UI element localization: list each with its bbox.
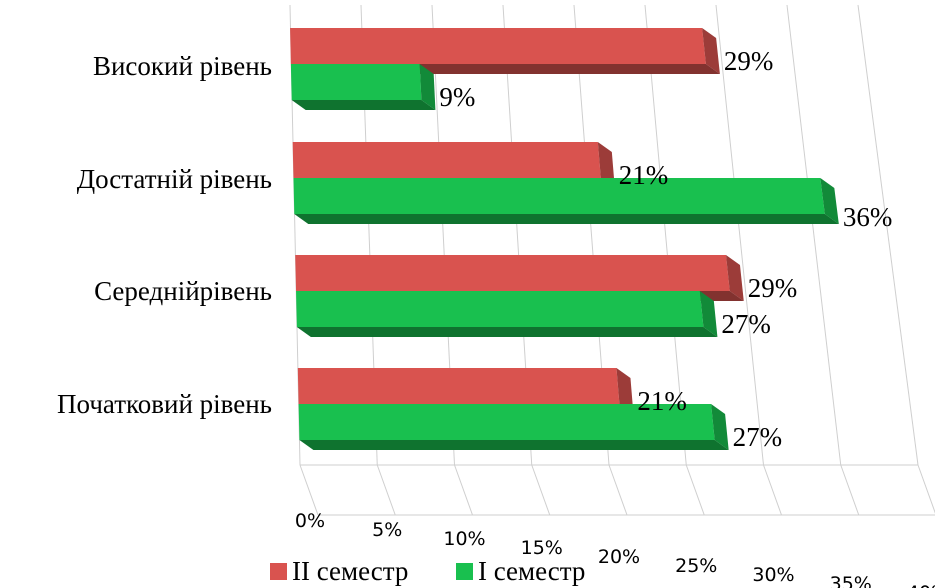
x-tick-label: 25%: [675, 555, 717, 577]
legend: II семестр I семестр: [270, 556, 585, 586]
grid-line: [644, 4, 687, 466]
floor-grid-line: [376, 464, 396, 516]
floor-grid-line: [299, 464, 319, 516]
category-label: Початковий рівень: [57, 389, 272, 419]
bar: [292, 142, 601, 178]
x-tick-label: 35%: [830, 573, 872, 588]
legend-swatch: [270, 563, 287, 580]
floor-grid-line: [685, 464, 705, 516]
floor-grid-line: [763, 464, 782, 516]
category-label: Середнійрівень: [94, 276, 272, 306]
x-axis-ticks: 0% 5% 10% 15% 20% 25% 30% 35% 40%: [295, 510, 935, 588]
floor-grid-line: [454, 464, 473, 516]
x-tick-label: 15%: [521, 537, 563, 559]
x-tick-label: 0%: [295, 510, 325, 532]
bar-bottom: [294, 214, 839, 224]
x-tick-label: 40%: [907, 582, 935, 588]
legend-label: II семестр: [292, 556, 408, 586]
bar-end-cap: [711, 404, 729, 450]
category-label: Достатній рівень: [77, 164, 272, 194]
x-tick-label: 5%: [372, 519, 402, 541]
bar-end-cap: [419, 64, 436, 110]
data-label: 9%: [439, 82, 475, 112]
data-label: 21%: [619, 160, 669, 190]
bar-end-cap: [616, 368, 634, 414]
x-tick-label: 20%: [598, 546, 640, 568]
bar: [296, 291, 704, 327]
bar-end-cap: [699, 291, 718, 337]
bar-end-cap: [597, 142, 615, 188]
data-label: 29%: [748, 273, 798, 303]
legend-label: I семестр: [478, 556, 585, 586]
bar-bottom: [291, 100, 436, 110]
data-label: 27%: [721, 309, 771, 339]
data-label: 21%: [637, 386, 687, 416]
floor-grid-line: [608, 464, 628, 516]
floor-grid-line: [917, 464, 935, 514]
bar: [295, 255, 730, 291]
floor-grid-line: [840, 464, 860, 516]
bar-end-cap: [820, 178, 839, 224]
bar: [293, 178, 825, 214]
bar: [297, 368, 620, 404]
bar: [290, 64, 422, 100]
bar: [298, 404, 715, 440]
grid-line: [715, 4, 764, 466]
grid-lines: [289, 4, 935, 516]
data-label: 36%: [843, 202, 893, 232]
data-label: 29%: [724, 46, 774, 76]
grid-line: [857, 4, 919, 466]
data-label: 27%: [733, 422, 783, 452]
floor-grid-line: [531, 464, 551, 516]
x-tick-label: 10%: [443, 528, 485, 550]
bar: [290, 28, 706, 64]
bar-end-cap: [702, 28, 720, 74]
category-label: Високий рівень: [93, 51, 272, 81]
category-labels: Високий рівень Достатній рівень Середнійрі…: [57, 51, 272, 419]
bar-end-cap: [725, 255, 744, 301]
grid-line: [786, 4, 842, 466]
bar-bottom: [296, 327, 718, 337]
x-tick-label: 30%: [752, 564, 794, 586]
value-labels: 29% 9% 21% 36% 29% 27% 21% 27%: [439, 46, 892, 452]
bars: [290, 28, 839, 450]
bar-bottom: [299, 440, 729, 450]
legend-swatch: [456, 563, 473, 580]
